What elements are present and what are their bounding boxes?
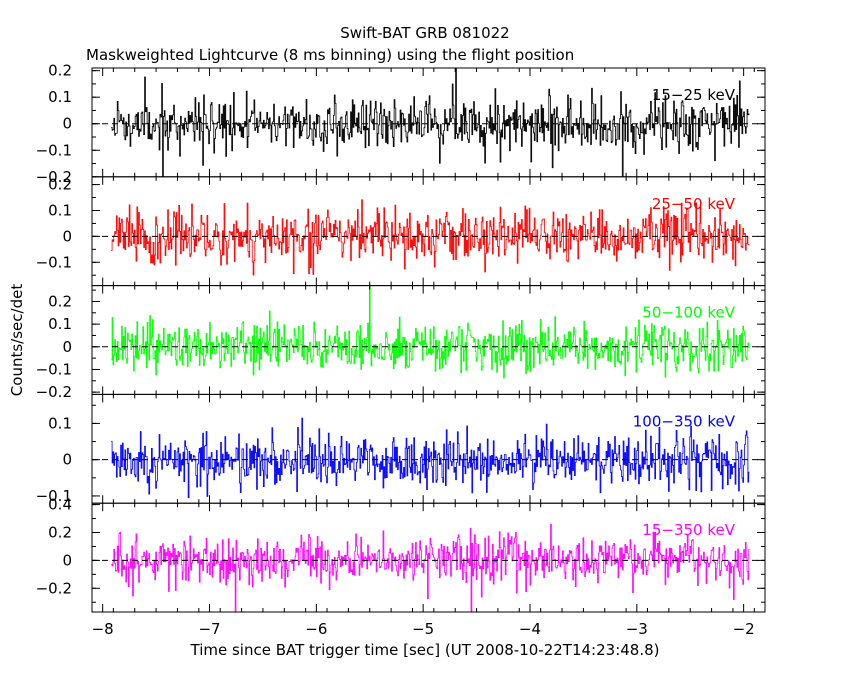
y-tick-label-2-1: −0.1 bbox=[36, 253, 72, 271]
lightcurve-trace-4 bbox=[111, 417, 750, 499]
y-tick-label-3-3: 0 bbox=[62, 338, 72, 356]
x-tick-label-6: −3 bbox=[626, 620, 648, 638]
x-tick-label-4: −5 bbox=[412, 620, 434, 638]
y-tick-label-4-1: −0.1 bbox=[36, 487, 72, 505]
y-tick-label-4-2: 0 bbox=[62, 451, 72, 469]
x-tick-label-1: −8 bbox=[92, 620, 114, 638]
band-label-3: 50−100 keV bbox=[642, 304, 735, 322]
lightcurve-trace-5 bbox=[111, 523, 750, 613]
lightcurve-trace-1 bbox=[111, 68, 750, 177]
band-label-4: 100−350 keV bbox=[633, 412, 736, 430]
y-tick-label-1-2: −0.1 bbox=[36, 141, 72, 159]
panel-frame-5 bbox=[91, 502, 766, 613]
panel-5: −0.2 0 0.2 0.4 15−350 keV bbox=[36, 496, 766, 613]
band-label-1: 15−25 keV bbox=[652, 86, 736, 104]
y-tick-label-5-1: −0.2 bbox=[36, 579, 72, 597]
y-tick-label-3-4: 0.1 bbox=[48, 315, 72, 333]
y-tick-label-1-1: −0.2 bbox=[36, 168, 72, 186]
panel-4: −0.1 0 0.1 100−350 keV bbox=[36, 393, 766, 505]
y-tick-label-1-3: 0 bbox=[62, 115, 72, 133]
panel-3: −0.2 −0.1 0 0.1 0.2 50−100 keV bbox=[36, 285, 766, 401]
y-tick-label-4-3: 0.1 bbox=[48, 414, 72, 432]
x-axis-label: Time since BAT trigger time [sec] (UT 20… bbox=[190, 641, 660, 659]
panel-frame-3 bbox=[91, 285, 766, 395]
y-tick-label-5-2: 0 bbox=[62, 551, 72, 569]
band-label-5: 15−350 keV bbox=[642, 521, 735, 539]
lightcurve-trace-2 bbox=[111, 199, 750, 276]
y-tick-label-5-3: 0.2 bbox=[48, 523, 72, 541]
y-tick-label-3-5: 0.2 bbox=[48, 292, 72, 310]
band-label-2: 25−50 keV bbox=[652, 195, 736, 213]
y-tick-label-2-4: 0.2 bbox=[48, 176, 72, 194]
y-tick-label-2-2: 0 bbox=[62, 227, 72, 245]
y-tick-label-3-2: −0.1 bbox=[36, 360, 72, 378]
y-tick-label-5-4: 0.4 bbox=[48, 496, 72, 514]
lightcurve-trace-3 bbox=[111, 285, 750, 379]
y-tick-label-2-3: 0.1 bbox=[48, 201, 72, 219]
y-tick-label-3-1: −0.2 bbox=[36, 383, 72, 401]
y-tick-label-1-4: 0.1 bbox=[48, 88, 72, 106]
x-tick-label-3: −6 bbox=[305, 620, 327, 638]
chart-title: Swift-BAT GRB 081022 bbox=[340, 24, 509, 42]
chart-subtitle: Maskweighted Lightcurve (8 ms binning) u… bbox=[86, 46, 574, 64]
x-tick-label-7: −2 bbox=[733, 620, 755, 638]
panel-2: −0.1 0 0.1 0.2 25−50 keV bbox=[36, 176, 766, 287]
y-tick-label-1-5: 0.2 bbox=[48, 62, 72, 80]
panel-1: −0.2 −0.1 0 0.1 0.2 15−25 keV bbox=[36, 62, 766, 186]
panels-group: −0.2 −0.1 0 0.1 0.2 15−25 keV −0.1 0 0.1 0.2 25−50… bbox=[36, 62, 766, 638]
x-tick-label-5: −4 bbox=[519, 620, 541, 638]
x-tick-label-2: −7 bbox=[198, 620, 220, 638]
y-axis-label: Counts/sec/det bbox=[8, 284, 26, 397]
